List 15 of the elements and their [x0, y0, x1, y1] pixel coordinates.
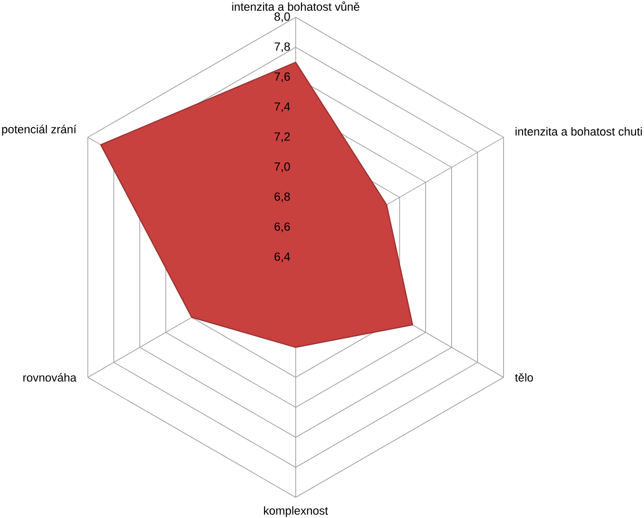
spoke-label: intenzita a bohatost chuti: [516, 126, 642, 136]
spoke-label: tělo: [515, 372, 533, 382]
spoke-label: rovnováha: [23, 372, 76, 382]
y-tick-label: 6,4: [274, 252, 290, 262]
spoke-label: komplexnost: [264, 506, 328, 517]
spoke-label: potenciál zrání: [2, 124, 76, 136]
y-tick-label: 7,2: [274, 132, 290, 142]
y-tick-label: 6,6: [274, 222, 290, 232]
y-tick-label: 7,6: [274, 72, 290, 82]
y-tick-label: 7,8: [274, 42, 290, 52]
y-tick-label: 6,8: [274, 192, 290, 202]
y-tick-label: 8,0: [274, 12, 290, 22]
y-tick-label: 7,4: [274, 102, 290, 112]
y-tick-label: 7,0: [274, 162, 290, 172]
spoke-label: intenzita a bohatost vůně: [232, 1, 360, 11]
